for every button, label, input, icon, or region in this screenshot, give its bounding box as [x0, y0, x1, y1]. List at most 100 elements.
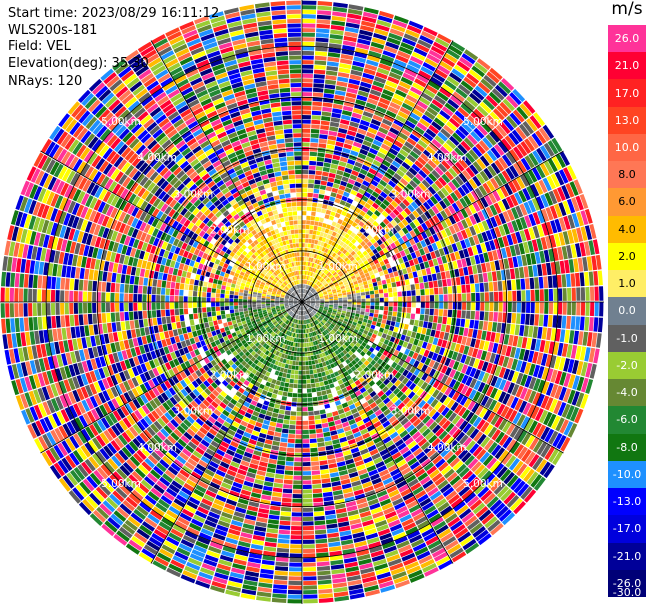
gate — [329, 348, 335, 353]
gate — [432, 389, 440, 398]
gate — [402, 227, 409, 235]
gate — [359, 262, 365, 268]
gate — [458, 249, 465, 259]
gate — [473, 380, 482, 391]
gate — [528, 454, 540, 468]
gate — [351, 112, 362, 119]
gate — [258, 508, 270, 514]
gate — [424, 110, 436, 121]
gate — [484, 397, 494, 409]
gate — [297, 398, 302, 403]
gate — [343, 336, 348, 342]
gate — [409, 573, 425, 583]
gate — [538, 314, 544, 327]
gate — [240, 489, 252, 496]
gate — [365, 294, 370, 299]
gate — [288, 364, 292, 370]
gate — [408, 350, 415, 358]
gate — [173, 498, 186, 508]
gate — [265, 381, 271, 387]
gate — [556, 315, 562, 329]
gate — [521, 302, 526, 313]
gate — [184, 530, 198, 540]
gate — [299, 320, 301, 325]
gate — [190, 400, 199, 409]
gate — [521, 290, 526, 302]
gate — [313, 83, 324, 88]
gate — [467, 495, 480, 508]
gate — [259, 503, 270, 510]
gate — [469, 378, 477, 389]
gate — [379, 448, 389, 457]
gate — [217, 520, 230, 528]
gate — [316, 329, 320, 334]
gate — [303, 320, 305, 325]
gate — [354, 379, 361, 386]
gate — [498, 391, 507, 403]
gate — [261, 369, 267, 375]
gate — [329, 235, 335, 241]
gate — [272, 339, 278, 344]
gate — [114, 452, 126, 464]
gate — [443, 309, 448, 317]
gate — [368, 93, 380, 101]
gate — [288, 585, 302, 590]
gate — [306, 388, 312, 393]
gate — [165, 452, 176, 462]
gate — [303, 576, 317, 581]
gate — [526, 302, 531, 313]
gate — [367, 257, 373, 263]
gate — [553, 288, 558, 301]
gate — [216, 405, 224, 413]
gate — [366, 350, 372, 357]
gate — [445, 513, 458, 524]
gate — [309, 307, 313, 310]
gate — [506, 115, 518, 129]
gate — [372, 114, 383, 122]
gate — [403, 408, 412, 417]
gate — [302, 23, 316, 28]
gate — [332, 290, 337, 294]
gate — [362, 224, 369, 231]
gate — [315, 33, 329, 38]
gate — [364, 405, 372, 413]
gate — [479, 340, 485, 350]
gate — [424, 357, 431, 366]
gate — [242, 584, 257, 591]
gate — [580, 393, 589, 409]
gate — [319, 315, 324, 319]
gate — [373, 456, 383, 465]
gate — [322, 325, 327, 330]
gate — [352, 60, 365, 68]
gate — [414, 160, 424, 169]
gate — [259, 352, 265, 357]
gate — [526, 185, 536, 199]
gate — [512, 109, 525, 123]
gate — [337, 189, 344, 195]
gate — [299, 356, 302, 361]
gate — [422, 62, 436, 72]
gate — [415, 451, 426, 461]
gate — [303, 279, 305, 284]
gate — [473, 369, 481, 380]
gate — [309, 287, 313, 291]
gate — [488, 192, 497, 204]
gate — [247, 561, 261, 569]
gate — [171, 406, 180, 415]
gate — [305, 305, 309, 308]
gate — [408, 272, 414, 279]
gate — [245, 427, 253, 434]
gate — [492, 190, 501, 202]
gate — [337, 516, 349, 523]
gate — [433, 551, 449, 562]
gate — [385, 334, 392, 341]
gate — [426, 465, 437, 475]
gate — [432, 361, 440, 370]
gate — [487, 426, 498, 438]
gate — [367, 398, 375, 405]
gate — [315, 235, 320, 241]
gate — [367, 267, 373, 272]
gate — [422, 415, 431, 424]
gate — [311, 346, 315, 351]
gate — [311, 299, 315, 301]
